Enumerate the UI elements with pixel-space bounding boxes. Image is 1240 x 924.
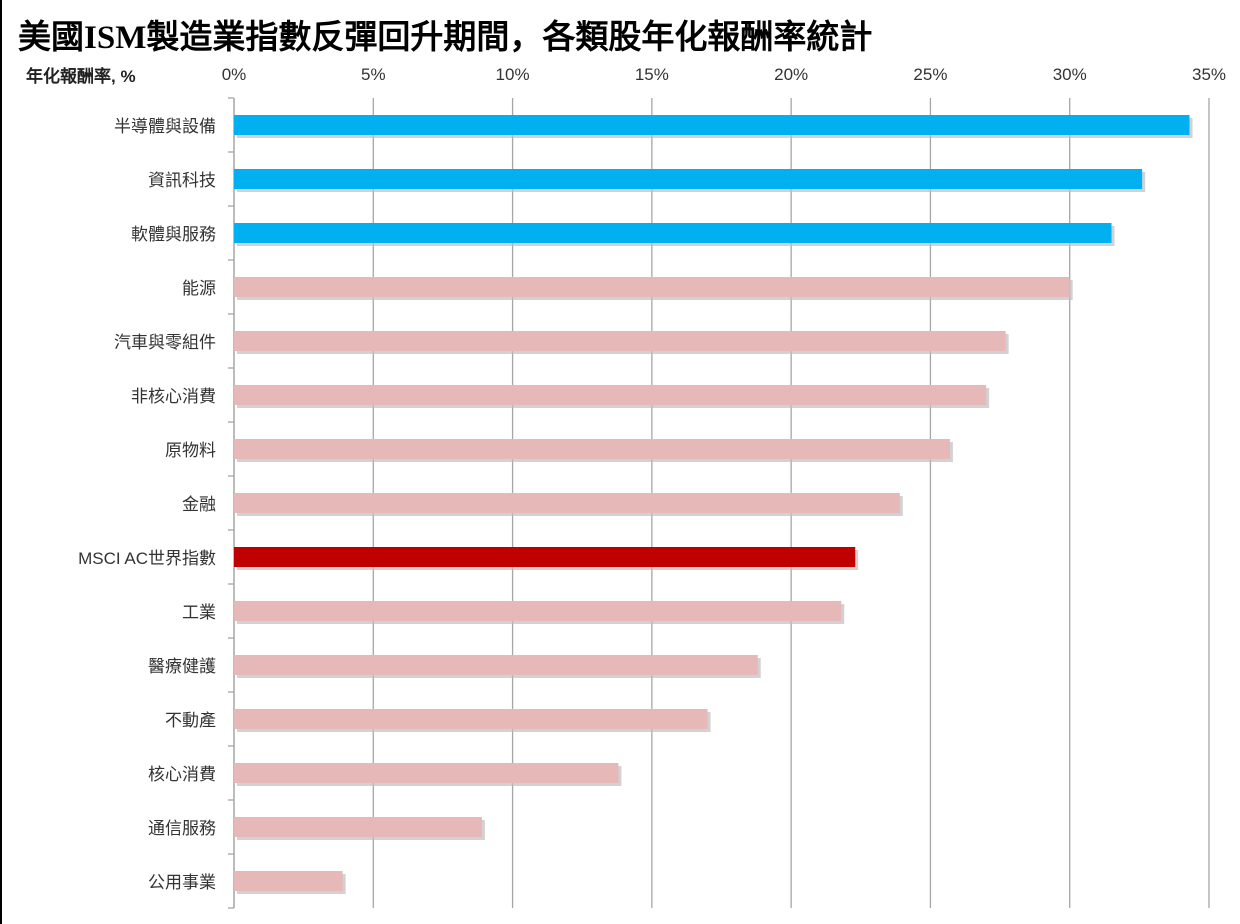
category-label: 原物料 [165, 441, 216, 460]
category-label: 汽車與零組件 [114, 333, 216, 352]
category-label: 通信服務 [148, 819, 216, 838]
x-tick-label: 10% [496, 65, 530, 84]
category-label: 能源 [182, 279, 216, 298]
bar-資訊科技 [234, 169, 1143, 189]
bar-醫療健護 [234, 655, 758, 675]
x-axis-label: 年化報酬率, % [26, 67, 136, 86]
category-label: 半導體與設備 [114, 117, 216, 136]
category-label: 工業 [182, 603, 216, 622]
x-tick-label: 35% [1192, 65, 1226, 84]
bar-汽車與零組件 [234, 331, 1006, 351]
x-tick-label: 20% [774, 65, 808, 84]
bar-金融 [234, 493, 900, 513]
bar-原物料 [234, 439, 950, 459]
category-label: 不動產 [165, 711, 216, 730]
bar-工業 [234, 601, 842, 621]
category-label: 非核心消費 [131, 387, 216, 406]
bar-不動產 [234, 709, 708, 729]
category-label: 金融 [182, 495, 216, 514]
x-tick-label: 30% [1053, 65, 1087, 84]
bar-核心消費 [234, 763, 619, 783]
x-tick-label: 25% [913, 65, 947, 84]
category-label: 核心消費 [148, 765, 216, 784]
bar-通信服務 [234, 817, 482, 837]
x-tick-label: 15% [635, 65, 669, 84]
bar-半導體與設備 [234, 115, 1190, 135]
category-label: MSCI AC世界指數 [78, 549, 216, 568]
bar-公用事業 [234, 871, 343, 891]
x-tick-label: 0% [222, 65, 247, 84]
bar-能源 [234, 277, 1070, 297]
bar-非核心消費 [234, 385, 987, 405]
category-label: 公用事業 [148, 873, 216, 892]
chart-title: 美國ISM製造業指數反彈回升期間，各類股年化報酬率統計 [18, 20, 873, 56]
category-label: 醫療健護 [148, 657, 216, 676]
bar-MSCI AC世界指數 [234, 547, 856, 567]
x-tick-label: 5% [361, 65, 386, 84]
category-label: 軟體與服務 [131, 225, 216, 244]
bar-軟體與服務 [234, 223, 1112, 243]
category-label: 資訊科技 [148, 171, 216, 190]
